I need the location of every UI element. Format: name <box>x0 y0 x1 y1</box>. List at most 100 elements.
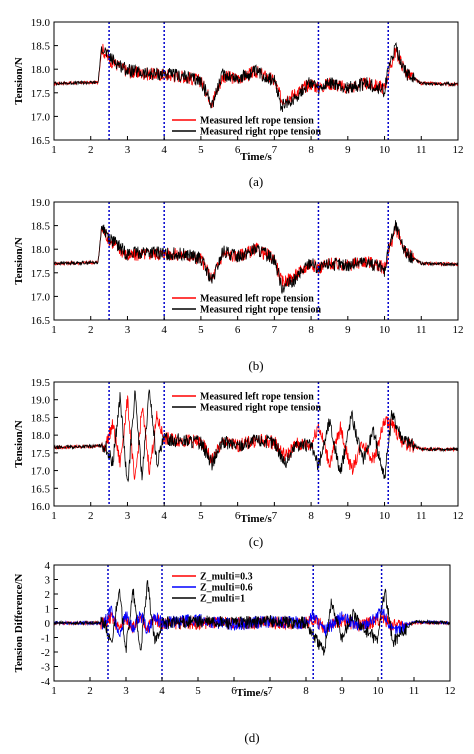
y-tick-label: 17.0 <box>31 466 51 478</box>
x-tick-label: 4 <box>161 324 167 336</box>
x-tick-label: 2 <box>88 324 94 336</box>
x-tick-label: 4 <box>159 685 165 697</box>
y-tick-label: 16.5 <box>31 315 51 327</box>
legend-entry: Measured right rope tension <box>200 127 321 138</box>
x-tick-label: 1 <box>51 510 57 522</box>
y-tick-label: 18.0 <box>31 430 51 442</box>
x-tick-label: 1 <box>51 685 57 697</box>
plot-frame <box>53 381 459 507</box>
x-tick-label: 9 <box>345 324 351 336</box>
x-tick-label: 12 <box>445 685 456 697</box>
panel-caption: (d) <box>244 730 259 745</box>
x-tick-label: 10 <box>379 324 391 336</box>
y-tick-label: 3 <box>45 575 51 587</box>
y-tick-label: 18.5 <box>31 412 51 424</box>
y-tick-label: 17.0 <box>31 111 51 123</box>
x-tick-label: 6 <box>231 685 237 697</box>
y-tick-label: 17.0 <box>31 291 51 303</box>
chart-panel-c: 1 2 3 4 5 6 7 8 9 10 11 1216.016.517.017.518.018.51… <box>13 377 464 549</box>
y-tick-label: 4 <box>45 560 51 572</box>
x-tick-label: 10 <box>379 510 391 522</box>
x-tick-label: 2 <box>88 144 94 156</box>
y-tick-label: 19.0 <box>31 395 51 407</box>
x-tick-label: 1 <box>51 144 57 156</box>
panel-caption: (b) <box>248 358 263 373</box>
legend-entry: Z_multi=1 <box>200 594 245 605</box>
x-tick-label: 9 <box>345 510 351 522</box>
y-tick-label: 19.0 <box>31 17 51 29</box>
x-tick-label: 5 <box>198 324 204 336</box>
series-line-2 <box>54 605 450 638</box>
x-tick-label: 8 <box>303 685 309 697</box>
y-tick-label: 18.5 <box>31 41 51 53</box>
plot-frame <box>53 21 459 141</box>
x-tick-label: 4 <box>161 144 167 156</box>
y-tick-label: -2 <box>41 647 50 659</box>
chart-panel-b: 1 2 3 4 5 6 7 8 9 10 11 1216.517.017.518.018.519.0T… <box>13 197 464 373</box>
x-tick-label: 5 <box>198 144 204 156</box>
y-tick-label: 17.5 <box>31 268 51 280</box>
x-tick-label: 7 <box>272 510 278 522</box>
x-tick-label: 6 <box>235 144 241 156</box>
x-tick-label: 3 <box>125 144 131 156</box>
legend-entry: Measured right rope tension <box>200 305 321 316</box>
y-tick-label: 17.5 <box>31 88 51 100</box>
x-tick-label: 7 <box>272 144 278 156</box>
x-tick-label: 2 <box>87 685 93 697</box>
x-tick-label: 4 <box>161 510 167 522</box>
x-tick-label: 5 <box>195 685 201 697</box>
x-axis-label: Time/s <box>240 151 272 163</box>
x-tick-label: 7 <box>267 685 273 697</box>
y-axis-label: Tension/N <box>13 237 25 284</box>
legend-entry: Measured left rope tension <box>200 392 314 403</box>
x-tick-label: 7 <box>272 324 278 336</box>
x-tick-label: 8 <box>308 510 314 522</box>
y-tick-label: 0 <box>45 618 51 630</box>
x-tick-label: 12 <box>453 324 464 336</box>
x-tick-label: 5 <box>198 510 204 522</box>
y-tick-label: -4 <box>41 676 51 688</box>
x-tick-label: 11 <box>416 510 427 522</box>
x-tick-label: 8 <box>308 144 314 156</box>
y-tick-label: 18.5 <box>31 221 51 233</box>
chart-panel-a: 1 2 3 4 5 6 7 8 9 10 11 1216.517.017.518.018.519.0T… <box>13 17 464 189</box>
y-tick-label: 16.5 <box>31 483 51 495</box>
y-tick-label: 2 <box>45 589 51 601</box>
x-tick-label: 2 <box>88 510 94 522</box>
x-tick-label: 1 <box>51 324 57 336</box>
x-tick-label: 9 <box>339 685 345 697</box>
x-tick-label: 10 <box>373 685 385 697</box>
panel-caption: (a) <box>249 174 263 189</box>
x-tick-label: 11 <box>416 144 427 156</box>
x-tick-label: 3 <box>123 685 129 697</box>
x-tick-label: 11 <box>409 685 420 697</box>
y-tick-label: 19.0 <box>31 197 51 209</box>
x-tick-label: 8 <box>308 324 314 336</box>
y-tick-label: 16.0 <box>31 501 51 513</box>
y-tick-label: 18.0 <box>31 244 51 256</box>
y-axis-label: Tension/N <box>13 57 25 104</box>
legend-entry: Measured left rope tension <box>200 116 314 127</box>
legend-entry: Measured right rope tension <box>200 403 321 414</box>
x-axis-label: Time/s <box>236 687 268 699</box>
y-axis-label: Tension/N <box>13 420 25 467</box>
y-tick-label: 19.5 <box>31 377 51 389</box>
x-tick-label: 11 <box>416 324 427 336</box>
legend-entry: Z_multi=0.6 <box>200 583 253 594</box>
x-tick-label: 6 <box>235 324 241 336</box>
x-tick-label: 10 <box>379 144 391 156</box>
y-tick-label: 18.0 <box>31 64 51 76</box>
x-tick-label: 12 <box>453 144 464 156</box>
y-tick-label: 1 <box>45 604 51 616</box>
x-tick-label: 3 <box>125 510 131 522</box>
y-tick-label: 17.5 <box>31 448 51 460</box>
x-tick-label: 6 <box>235 510 241 522</box>
panel-caption: (c) <box>249 534 263 549</box>
x-axis-label: Time/s <box>240 513 272 525</box>
x-tick-label: 9 <box>345 144 351 156</box>
series-line-3 <box>54 580 450 656</box>
series-line-2 <box>54 389 458 483</box>
plot-frame <box>53 201 459 321</box>
